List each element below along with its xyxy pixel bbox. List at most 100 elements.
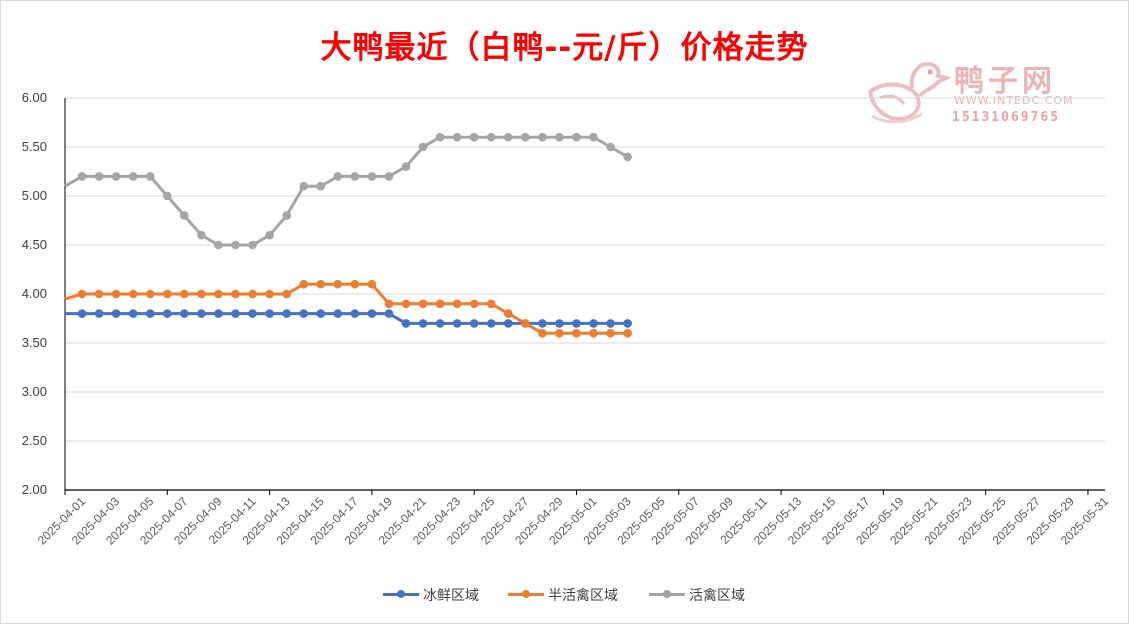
data-point	[197, 309, 206, 318]
legend-swatch	[383, 584, 419, 606]
legend-label: 冰鲜区域	[423, 588, 479, 604]
data-point	[162, 289, 172, 299]
data-point	[214, 289, 223, 299]
data-point	[623, 319, 632, 328]
watermark-phone: 15131069765	[952, 110, 1061, 125]
data-point	[469, 299, 479, 309]
y-tick-label: 3.00	[22, 384, 47, 399]
data-point	[555, 328, 564, 338]
data-point	[128, 309, 138, 318]
data-point	[316, 279, 326, 289]
y-tick-label: 3.50	[22, 335, 47, 350]
data-point	[214, 240, 223, 250]
data-point	[111, 309, 121, 318]
data-point	[248, 309, 257, 318]
data-point	[589, 319, 598, 328]
legend: 冰鲜区域 半活禽区域 活禽区域	[0, 584, 1129, 606]
data-point	[231, 309, 240, 318]
data-point	[384, 172, 394, 181]
data-point	[248, 289, 257, 299]
chart-title: 大鸭最近（白鸭--元/斤）价格走势	[320, 30, 809, 66]
data-point	[299, 279, 308, 289]
data-point	[111, 172, 121, 181]
data-point	[606, 319, 615, 328]
data-point	[384, 299, 394, 309]
data-point	[248, 240, 257, 250]
watermark-brand: 鸭子网	[954, 64, 1056, 99]
data-point	[350, 309, 360, 318]
data-point	[94, 309, 104, 318]
data-point	[94, 172, 104, 181]
series-line	[65, 312, 628, 325]
x-tick-labels: 2025-04-012025-04-032025-04-052025-04-07…	[35, 494, 1111, 548]
data-point	[180, 211, 189, 220]
data-point	[265, 230, 274, 240]
watermark-url: WWW.INTEDC.COM	[954, 94, 1074, 107]
legend-swatch	[508, 584, 544, 606]
series-line	[64, 282, 628, 335]
legend-item-half: 半活禽区域	[508, 584, 618, 606]
y-tick-label: 4.50	[22, 237, 47, 252]
y-tick-label: 5.00	[22, 188, 47, 203]
data-point	[555, 132, 564, 142]
data-point	[231, 240, 240, 250]
data-point	[538, 319, 547, 328]
series-2	[64, 279, 632, 338]
data-point	[538, 132, 547, 142]
series-3	[64, 132, 632, 250]
legend-label: 半活禽区域	[548, 588, 618, 604]
legend-item-ice: 冰鲜区域	[383, 584, 479, 606]
gridlines	[65, 97, 1105, 442]
legend-label: 活禽区域	[689, 588, 745, 604]
data-point	[486, 132, 496, 142]
data-point	[145, 309, 155, 318]
y-tick-label: 6.00	[22, 90, 47, 105]
y-tick-label: 4.00	[22, 286, 47, 301]
data-point	[623, 328, 632, 338]
data-point	[384, 309, 394, 318]
data-point	[486, 299, 496, 309]
y-tick-label: 2.50	[22, 433, 47, 448]
data-point	[333, 309, 343, 318]
data-point	[77, 172, 87, 181]
data-point	[572, 132, 581, 142]
data-point	[503, 309, 513, 318]
legend-swatch	[649, 584, 685, 606]
data-point	[401, 162, 411, 171]
data-point	[486, 319, 496, 328]
data-point	[555, 319, 564, 328]
data-point	[521, 319, 530, 328]
data-point	[128, 172, 138, 181]
y-tick-labels: 2.00 2.50 3.00 3.50 4.00 4.50 5.00 5.50 6.00	[22, 90, 47, 497]
data-point	[367, 309, 377, 318]
data-point	[435, 319, 445, 328]
data-point	[265, 309, 274, 318]
data-point	[77, 309, 87, 318]
data-point	[316, 309, 326, 318]
data-point	[572, 319, 581, 328]
data-point	[180, 309, 189, 318]
data-point	[316, 181, 326, 191]
data-point	[503, 132, 513, 142]
data-point	[162, 191, 172, 201]
data-point	[128, 289, 138, 299]
data-point	[452, 132, 462, 142]
data-point	[572, 328, 581, 338]
y-tick-label: 5.50	[22, 139, 47, 154]
data-point	[282, 211, 291, 220]
data-point	[418, 319, 428, 328]
data-point	[503, 319, 513, 328]
data-point	[145, 172, 155, 181]
data-point	[435, 299, 445, 309]
legend-item-live: 活禽区域	[649, 584, 745, 606]
data-point	[606, 142, 615, 152]
data-point	[435, 132, 445, 142]
data-point	[180, 289, 189, 299]
series-lines	[64, 132, 632, 338]
data-point	[214, 309, 223, 318]
data-point	[521, 132, 530, 142]
data-point	[282, 289, 291, 299]
data-point	[111, 289, 121, 299]
data-point	[401, 299, 411, 309]
